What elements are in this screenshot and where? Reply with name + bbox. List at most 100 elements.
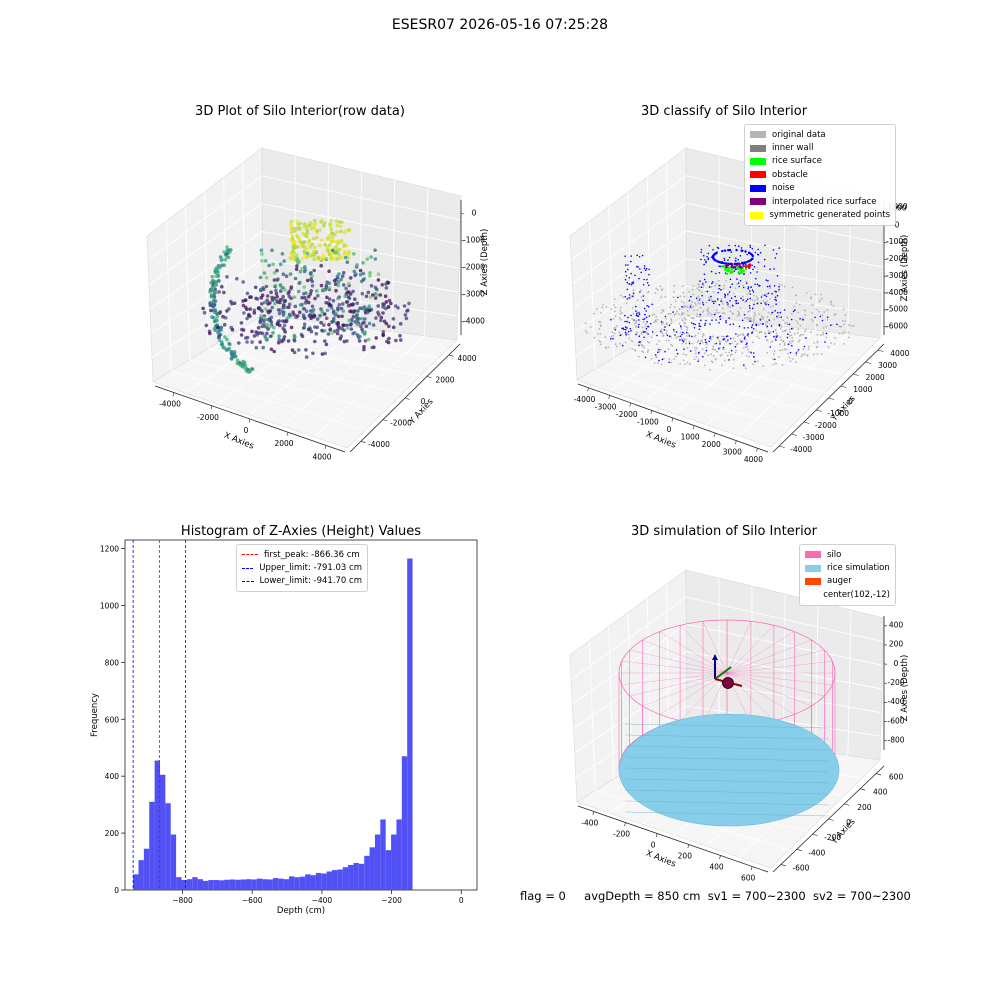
p1-point xyxy=(243,298,248,302)
p2-point-noise xyxy=(630,272,632,275)
status-avg-depth: avgDepth = 850 cm xyxy=(584,889,701,903)
p2-point-noise xyxy=(683,348,685,351)
p2-point-noise xyxy=(628,296,630,299)
p2-point-noise xyxy=(786,336,789,339)
p2-point-original xyxy=(681,342,684,345)
p2-point-original xyxy=(692,305,695,308)
p1-point xyxy=(282,319,287,324)
p2-point-original xyxy=(673,358,676,361)
p2-point-original xyxy=(808,345,810,348)
p2-point-noise xyxy=(814,316,816,319)
p2-point-noise xyxy=(746,253,748,256)
p2-point-original xyxy=(767,329,770,332)
p2-point-noise xyxy=(645,310,647,312)
p4-x-axis-label: X Axies xyxy=(644,849,677,870)
p2-point-original xyxy=(729,354,732,357)
p1-point xyxy=(208,301,212,306)
p2-point-noise xyxy=(729,337,732,340)
p2-point-original xyxy=(599,340,602,343)
simulation-legend-item: rice simulation xyxy=(805,561,890,574)
p2-point-noise xyxy=(790,318,793,321)
p2-point-noise xyxy=(794,309,796,311)
p2-point-original xyxy=(676,335,679,338)
p1-point xyxy=(367,304,372,309)
p1-point xyxy=(353,297,357,302)
p2-point-original xyxy=(747,348,749,351)
p2-point-noise xyxy=(769,268,771,271)
p2-point-noise xyxy=(789,351,792,354)
p2-point-noise xyxy=(623,328,625,331)
p2-point-original xyxy=(753,315,756,318)
p2-point-original xyxy=(600,312,602,314)
p2-point-noise xyxy=(776,275,779,277)
p1-point xyxy=(225,245,229,249)
p1-point xyxy=(264,317,268,322)
p1-point xyxy=(310,310,315,315)
p2-point-original xyxy=(830,303,833,306)
p2-point-original xyxy=(593,312,595,315)
p1-point xyxy=(330,320,334,324)
p2-point-noise-ring xyxy=(740,262,744,265)
p1-point xyxy=(404,316,409,321)
p2-point-original xyxy=(687,332,690,335)
p1-point xyxy=(309,316,313,321)
p1-point xyxy=(327,269,331,274)
p2-point-original xyxy=(810,304,813,306)
p2-point-original xyxy=(620,318,622,321)
p1-point xyxy=(379,318,383,323)
p1-point xyxy=(229,350,234,355)
p1-point xyxy=(297,237,302,241)
p1-point xyxy=(336,251,341,256)
p4-silo-roof-spoke xyxy=(726,631,795,674)
p2-point-original xyxy=(707,296,710,299)
p2-y-tick-label: -1000 xyxy=(827,409,849,418)
p2-point-original xyxy=(667,339,670,342)
p2-point-noise xyxy=(638,313,641,316)
p2-point-noise xyxy=(730,297,733,300)
p2-point-original xyxy=(692,293,695,296)
p2-point-noise xyxy=(791,345,793,347)
p1-point xyxy=(366,290,371,295)
p1-point xyxy=(276,308,281,312)
p2-point-original xyxy=(656,343,658,346)
p2-point-original xyxy=(696,313,699,315)
p1-point xyxy=(213,308,217,313)
p2-point-original xyxy=(772,305,775,307)
p2-point-original xyxy=(779,349,781,352)
p2-point-original xyxy=(615,345,618,348)
p1-point xyxy=(295,233,299,238)
p1-point xyxy=(237,341,241,345)
p2-point-original xyxy=(711,361,714,364)
p2-point-noise xyxy=(753,328,755,330)
p2-point-noise xyxy=(625,264,627,266)
p4-silo-roof-spoke xyxy=(726,672,775,721)
simulation-legend-item: center(102,-12) xyxy=(805,588,890,601)
p1-point xyxy=(335,242,340,247)
p2-point-original xyxy=(791,340,793,343)
p2-point-noise xyxy=(738,285,740,288)
p2-point-original xyxy=(680,328,683,331)
p4-y-tick xyxy=(812,833,818,836)
p2-point-noise xyxy=(755,323,757,326)
p2-point-noise-ring xyxy=(743,261,746,264)
p2-point-original xyxy=(732,313,735,315)
p2-point-noise xyxy=(737,302,740,305)
p2-point-original xyxy=(746,293,748,296)
p1-point xyxy=(325,245,330,249)
p1-point xyxy=(391,325,396,330)
p1-point xyxy=(336,280,341,284)
p1-point xyxy=(310,284,315,288)
p2-point-noise xyxy=(778,285,780,288)
p2-point-original xyxy=(661,329,663,331)
p4-z-tick-label: 400 xyxy=(889,621,904,630)
p3-y-tick-label: 400 xyxy=(105,772,120,781)
p2-point-original xyxy=(745,355,748,357)
p2-point-original xyxy=(745,280,748,283)
p2-point-noise-ring xyxy=(718,261,721,264)
p2-point-noise xyxy=(698,322,701,325)
p2-y-tick-label: 4000 xyxy=(890,349,909,358)
p1-point xyxy=(332,250,337,255)
legend-label: auger xyxy=(827,576,852,587)
p1-point xyxy=(278,297,283,302)
p2-point-noise xyxy=(699,325,702,328)
